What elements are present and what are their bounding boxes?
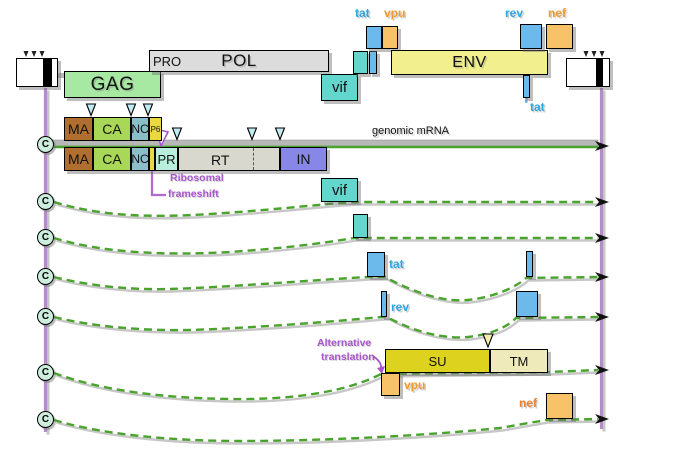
cap-tat-mrna: C [37, 268, 54, 285]
cap-vif-mrna: C [37, 193, 54, 210]
cap-letter: C [41, 139, 50, 150]
env-label: ENV [452, 53, 487, 71]
tat-exon2-box [523, 75, 530, 98]
nc-label: NC [131, 152, 149, 166]
cap-letter: C [41, 232, 50, 243]
cap-vpr-mrna: C [37, 229, 54, 246]
vpu-mrna-box [381, 373, 400, 396]
cap-letter: C [41, 367, 50, 378]
tat-exon1-box [366, 26, 382, 49]
genomic-mrna-label: genomic mRNA [372, 125, 450, 137]
tat-mrna-exon1-box [367, 252, 385, 277]
nef-gene-box [546, 24, 573, 49]
in-box: IN [280, 147, 327, 171]
rev-exon1-box [369, 51, 377, 74]
ma-box-gag: MA [64, 117, 93, 141]
tm-box: TM [490, 349, 548, 373]
cap-letter: C [41, 271, 50, 282]
ltr-3-box [566, 58, 610, 87]
p6-box-gag: P6 [149, 117, 162, 141]
nef-tag: nef [548, 6, 566, 20]
vif-mrna-box: vif [321, 178, 358, 202]
cap-letter: C [41, 196, 50, 207]
ca-box-gagpol: CA [93, 147, 131, 171]
vif-label: vif [332, 79, 347, 96]
su-label: SU [428, 353, 447, 369]
rnaseh-divider [253, 148, 254, 170]
cleavage-site-arrows [85, 103, 286, 142]
env-note-line2: translation [321, 351, 375, 363]
pol-label: POL [221, 51, 257, 70]
vpu-mrna-tag: vpu [404, 378, 426, 392]
tat-exon2-tag: tat [530, 100, 545, 114]
rt-label: RT [211, 152, 230, 168]
cap-letter: C [41, 311, 50, 322]
gag-gene-box: GAG [64, 71, 161, 98]
frameshift-note-line2: frameshift [168, 188, 219, 200]
cap-rev-mrna: C [37, 308, 54, 325]
tat-tag: tat [355, 6, 370, 20]
rev-exon2-box [520, 24, 542, 49]
tat-mrna-exon2-box [526, 251, 533, 277]
nc-box-gag: NC [131, 117, 149, 141]
ca-label: CA [102, 151, 122, 167]
cap-nef-mrna: C [37, 411, 54, 428]
ltr-5-box [16, 58, 58, 87]
rev-mrna-tag: rev [391, 300, 410, 314]
su-box: SU [385, 349, 490, 373]
ltr-3-r-region [596, 59, 603, 86]
vpu-tag: vpu [384, 6, 406, 20]
tat-mrna-tag: tat [389, 257, 404, 271]
p6-label: P6 [150, 124, 161, 134]
env-gene-box: ENV [391, 50, 548, 75]
ma-label: MA [68, 121, 89, 137]
nef-mrna-tag: nef [519, 396, 537, 410]
cap-genomic: C [37, 136, 54, 153]
gag-label: GAG [90, 73, 135, 95]
rev-tag: rev [505, 6, 524, 20]
nc-label: NC [131, 122, 149, 136]
in-label: IN [296, 151, 311, 167]
p6star-strip [149, 147, 155, 171]
ltr-5-r-region [43, 59, 52, 86]
env-note-line1: Alternative [317, 337, 372, 349]
pr-label: PR [157, 151, 176, 167]
cap-letter: C [41, 414, 50, 425]
alt-translation-pointer [372, 355, 385, 374]
nc-box-gagpol: NC [131, 147, 149, 171]
ca-label: CA [102, 121, 122, 137]
vif-gene-box: vif [321, 74, 358, 101]
mrna-end-arrowheads [595, 141, 609, 424]
ma-box-gagpol: MA [64, 147, 93, 171]
vpr-mrna-box [353, 214, 368, 238]
tm-label: TM [509, 353, 529, 369]
vpu-gene-box [382, 26, 398, 49]
pro-label: PRO [153, 54, 182, 69]
frameshift-note-line1: Ribosomal [170, 172, 224, 184]
ltr-boundary-ticks [23, 51, 605, 57]
rev-mrna-exon2-box [516, 291, 538, 317]
su-tm-cleavage-arrow [482, 333, 494, 349]
cap-vpu-env-mrna: C [37, 364, 54, 381]
pol-gene-box: PRO POL [149, 50, 329, 72]
ca-box-gag: CA [93, 117, 131, 141]
nef-mrna-box [546, 393, 573, 419]
rt-box: RT [178, 147, 280, 171]
pr-box: PR [155, 147, 178, 171]
tat-exon2-stem [525, 97, 528, 103]
vpr-gene-box [353, 51, 368, 74]
rev-mrna-exon1-box [381, 291, 387, 317]
vif-mrna-label: vif [332, 181, 347, 199]
ltr-gag-connector [55, 73, 67, 78]
ma-label: MA [68, 151, 89, 167]
